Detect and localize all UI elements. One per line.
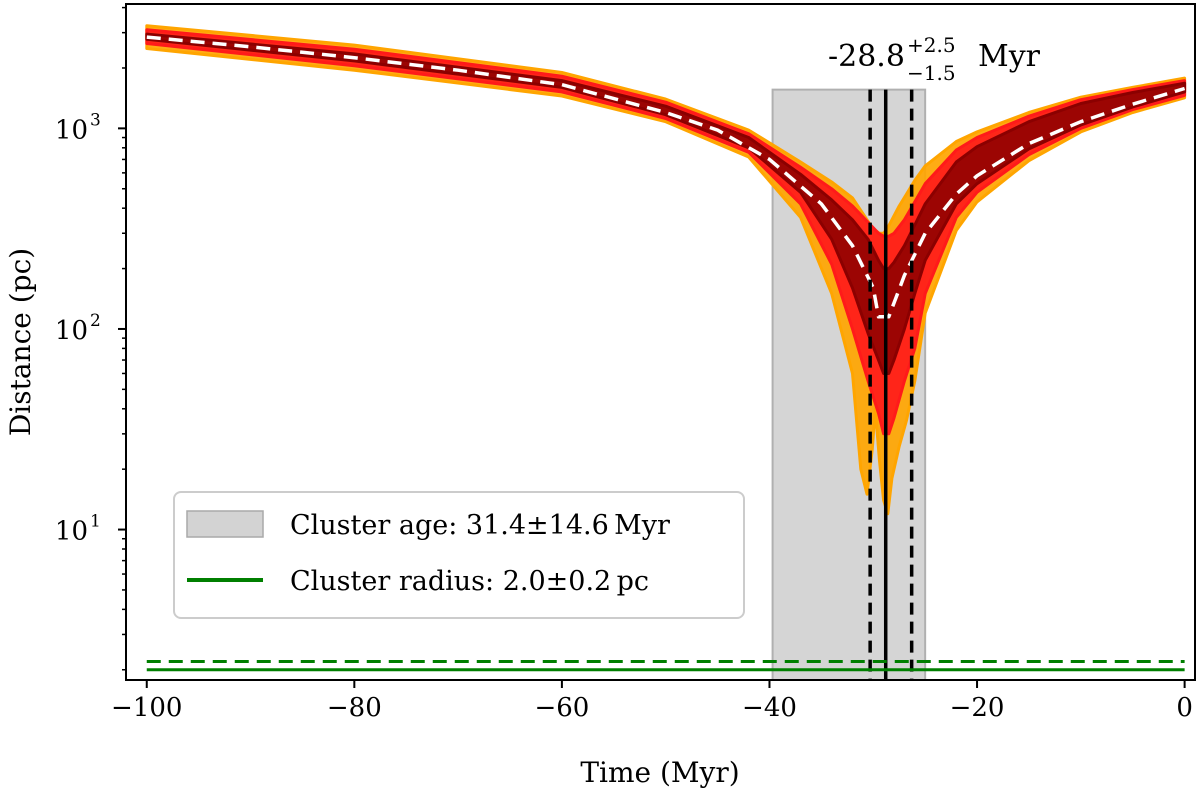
legend-box: [173, 491, 745, 619]
y-tick-label: 10: [55, 316, 88, 346]
plot-area: [145, 24, 1187, 680]
legend: Cluster age: 31.4±14.6 Myr Cluster radiu…: [173, 491, 745, 619]
encounter-annotation: -28.8 +2.5 −1.5 Myr: [828, 33, 1041, 85]
x-tick-label: 0: [1176, 693, 1193, 723]
x-tick-label: −80: [327, 693, 382, 723]
x-axis-label: Time (Myr): [580, 756, 739, 789]
band-inner-band: [145, 32, 1187, 375]
y-axis-label: Distance (pc): [4, 248, 37, 436]
y-tick-label: 10: [55, 517, 88, 547]
y-tick-exponent: 2: [90, 311, 101, 331]
annotation-minus: −1.5: [907, 61, 956, 85]
annotation-unit: Myr: [978, 39, 1041, 74]
plot-frame: [125, 3, 1196, 681]
band-middle-band: [145, 28, 1187, 436]
band-outer-band: [145, 24, 1187, 516]
y-tick-exponent: 3: [90, 110, 101, 130]
annotation-value: -28.8: [828, 39, 905, 74]
legend-swatch-cluster-age: [186, 510, 264, 538]
x-tick-label: −40: [742, 693, 797, 723]
x-tick-label: −60: [534, 693, 589, 723]
y-tick-exponent: 1: [90, 512, 101, 532]
median-distance-curve: [146, 35, 1186, 319]
legend-label-cluster-age: Cluster age: 31.4±14.6 Myr: [290, 510, 670, 541]
annotation-plus: +2.5: [907, 33, 956, 57]
legend-label-cluster-radius: Cluster radius: 2.0±0.2 pc: [290, 566, 649, 597]
x-tick-label: −100: [111, 693, 182, 723]
x-tick-label: −20: [950, 693, 1005, 723]
y-tick-label: 10: [55, 115, 88, 145]
